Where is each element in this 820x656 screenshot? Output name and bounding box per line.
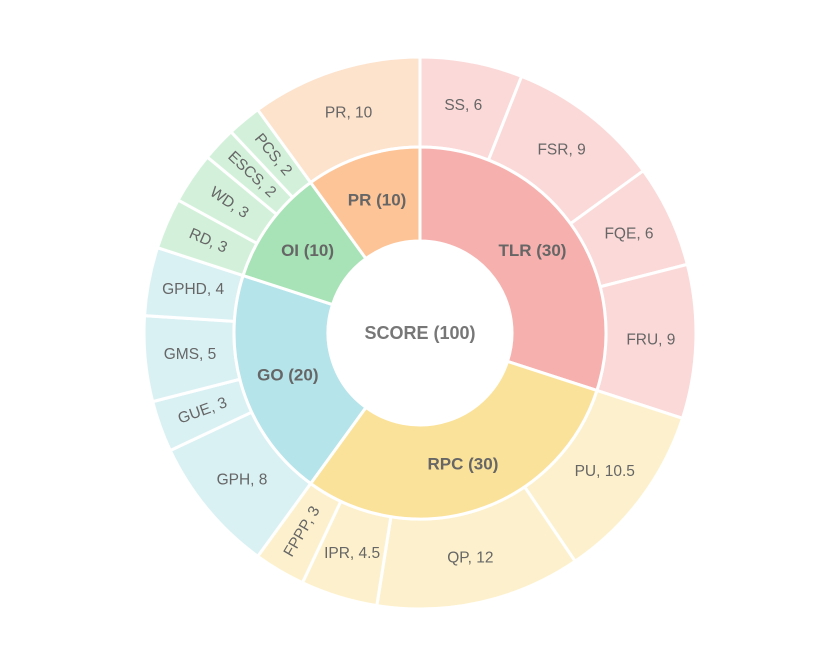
- inner-segment-go: [232, 273, 369, 486]
- outer-label-fsr: FSR, 9: [537, 142, 585, 159]
- outer-label-gph: GPH, 8: [217, 471, 268, 488]
- inner-label-rpc: RPC (30): [428, 455, 499, 474]
- outer-ring: SS, 6 FSR, 9 FQE, 6 FRU, 9 PU, 10.5 QP, 12 IPR…: [142, 55, 698, 611]
- outer-label-ss: SS, 6: [444, 97, 482, 114]
- outer-label-fqe: FQE, 6: [604, 226, 653, 243]
- inner-label-oi: OI (10): [281, 241, 334, 260]
- outer-label-gms: GMS, 5: [164, 346, 217, 363]
- inner-segment-tlr: [418, 145, 608, 393]
- outer-label-pr: PR, 10: [325, 104, 373, 121]
- outer-label-qp: QP, 12: [447, 550, 493, 567]
- center-label: SCORE (100): [364, 323, 475, 343]
- inner-ring: TLR (30) RPC (30) GO (20) OI (10) PR (10): [232, 145, 608, 521]
- outer-label-fru: FRU, 9: [626, 331, 675, 348]
- outer-label-ipr: IPR, 4.5: [324, 545, 380, 562]
- outer-label-pu: PU, 10.5: [575, 463, 635, 480]
- inner-label-go: GO (20): [257, 365, 318, 384]
- inner-label-pr: PR (10): [348, 190, 407, 209]
- inner-segment-rpc: [308, 359, 599, 521]
- outer-label-gphd: GPHD, 4: [162, 281, 224, 298]
- inner-segment-pr: [308, 145, 422, 261]
- inner-label-tlr: TLR (30): [498, 241, 566, 260]
